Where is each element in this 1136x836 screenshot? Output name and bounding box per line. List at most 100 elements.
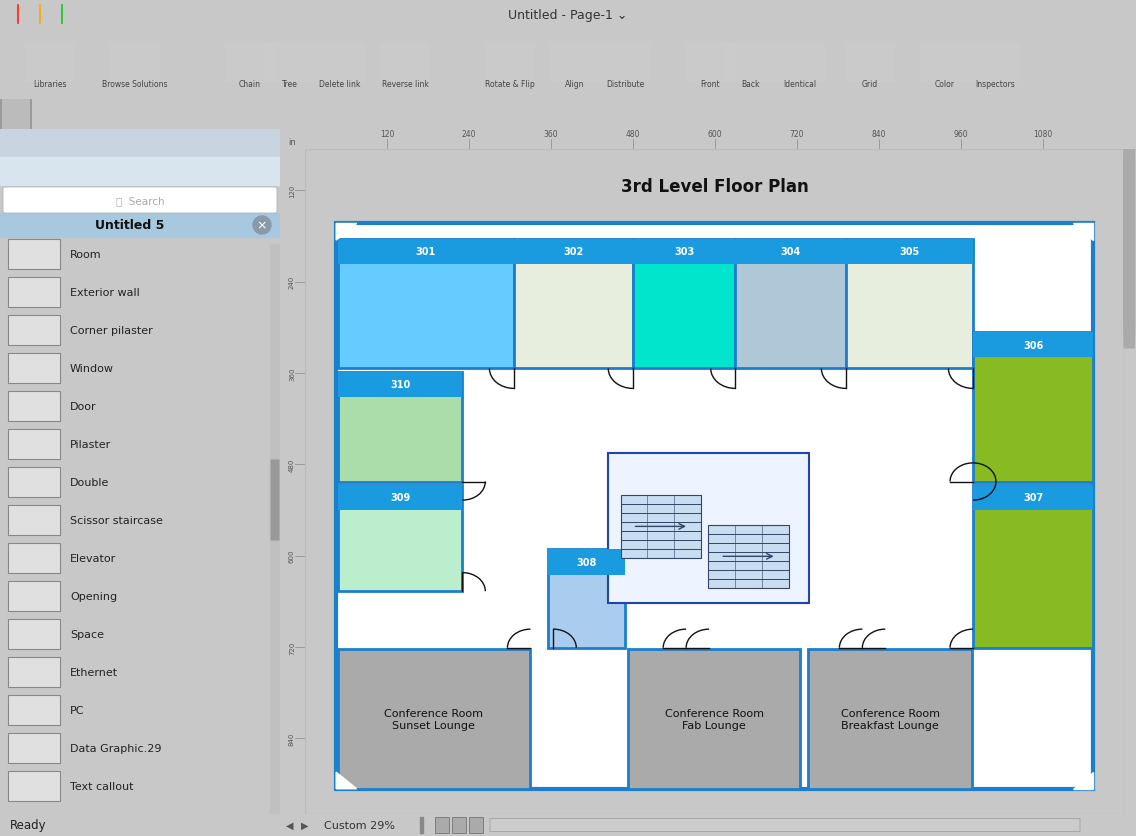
Text: Text callout: Text callout — [70, 781, 134, 791]
FancyBboxPatch shape — [1124, 136, 1135, 349]
Bar — [452, 818, 466, 833]
Text: 310: 310 — [390, 380, 410, 390]
Bar — [8, 278, 60, 308]
Bar — [336, 224, 1094, 789]
Bar — [725, 44, 775, 83]
Text: Reverse link: Reverse link — [382, 80, 428, 89]
Text: ◀: ◀ — [286, 820, 294, 830]
Text: 120: 120 — [379, 130, 394, 140]
Text: in: in — [289, 138, 295, 147]
Text: Space: Space — [70, 630, 105, 640]
Bar — [775, 44, 825, 83]
Bar — [8, 430, 60, 460]
Text: Rotate & Flip: Rotate & Flip — [485, 80, 535, 89]
Text: Conference Room
Fab Lounge: Conference Room Fab Lounge — [665, 708, 763, 730]
Text: Distribute: Distribute — [605, 80, 644, 89]
Text: 305: 305 — [900, 247, 920, 257]
Text: Color: Color — [935, 80, 955, 89]
Text: Exterior wall: Exterior wall — [70, 288, 140, 298]
Text: 600: 600 — [708, 130, 722, 140]
Bar — [633, 239, 735, 265]
Bar — [485, 44, 535, 83]
Text: Delete link: Delete link — [319, 80, 361, 89]
Bar — [0, 130, 279, 158]
Text: ▶: ▶ — [301, 820, 309, 830]
Bar — [8, 581, 60, 611]
Text: ×: × — [257, 219, 267, 232]
Text: Door: Door — [70, 401, 97, 411]
Text: Inspectors: Inspectors — [975, 80, 1014, 89]
Bar — [974, 333, 1094, 358]
Text: 720: 720 — [289, 640, 295, 654]
Bar — [0, 214, 279, 237]
Bar — [549, 550, 625, 575]
Bar — [8, 771, 60, 801]
Bar — [620, 495, 701, 558]
Bar — [970, 44, 1020, 83]
Text: Data Graphic.29: Data Graphic.29 — [70, 743, 161, 753]
Text: Conference Room
Sunset Lounge: Conference Room Sunset Lounge — [384, 708, 483, 730]
Bar — [337, 485, 462, 511]
Text: 480: 480 — [626, 130, 640, 140]
FancyBboxPatch shape — [1, 71, 31, 158]
Text: Libraries: Libraries — [33, 80, 67, 89]
Bar — [8, 733, 60, 763]
Text: Elevator: Elevator — [70, 553, 116, 563]
Circle shape — [253, 217, 272, 235]
Text: 360: 360 — [289, 367, 295, 380]
Text: 304: 304 — [780, 247, 801, 257]
Bar — [974, 485, 1094, 648]
Text: Identical: Identical — [784, 80, 817, 89]
Text: 308: 308 — [576, 558, 596, 568]
Text: 840: 840 — [289, 732, 295, 745]
Text: Untitled 5: Untitled 5 — [95, 219, 165, 232]
Bar — [8, 354, 60, 384]
Bar — [513, 239, 633, 265]
Bar — [381, 44, 431, 83]
Text: 1080: 1080 — [1033, 130, 1052, 140]
Bar — [225, 44, 275, 83]
FancyBboxPatch shape — [490, 818, 1080, 832]
Text: Align: Align — [566, 80, 585, 89]
Bar — [265, 44, 315, 83]
Bar — [8, 506, 60, 535]
Text: Back: Back — [741, 80, 759, 89]
Bar — [8, 391, 60, 421]
Bar — [315, 44, 365, 83]
Bar — [337, 239, 513, 265]
Bar — [8, 696, 60, 725]
Polygon shape — [336, 224, 357, 241]
Bar — [8, 240, 60, 270]
Text: 240: 240 — [289, 276, 295, 289]
Text: 960: 960 — [953, 130, 968, 140]
Text: Front: Front — [700, 80, 720, 89]
Text: Browse Solutions: Browse Solutions — [102, 80, 168, 89]
Text: Corner pilaster: Corner pilaster — [70, 325, 152, 335]
Bar — [633, 239, 735, 369]
Text: 301: 301 — [416, 247, 436, 257]
Bar — [735, 239, 846, 265]
Bar — [337, 372, 462, 482]
Polygon shape — [1074, 224, 1094, 241]
Bar — [846, 239, 974, 369]
Bar — [608, 453, 809, 603]
Bar — [110, 44, 160, 83]
Text: Conference Room
Breakfast Lounge: Conference Room Breakfast Lounge — [841, 708, 939, 730]
Bar — [974, 333, 1094, 482]
Text: Untitled - Page-1 ⌄: Untitled - Page-1 ⌄ — [508, 8, 628, 22]
Bar — [337, 239, 513, 369]
Text: Scissor staircase: Scissor staircase — [70, 515, 162, 525]
Bar — [550, 44, 600, 83]
Text: 303: 303 — [674, 247, 694, 257]
Bar — [420, 817, 423, 833]
Text: Grid: Grid — [862, 80, 878, 89]
Bar — [337, 650, 531, 789]
Bar — [0, 158, 279, 186]
Bar — [846, 239, 974, 265]
Bar — [708, 525, 788, 589]
Text: 600: 600 — [289, 549, 295, 563]
Bar — [8, 657, 60, 687]
FancyBboxPatch shape — [3, 188, 277, 214]
Bar — [628, 650, 800, 789]
Bar — [25, 44, 75, 83]
